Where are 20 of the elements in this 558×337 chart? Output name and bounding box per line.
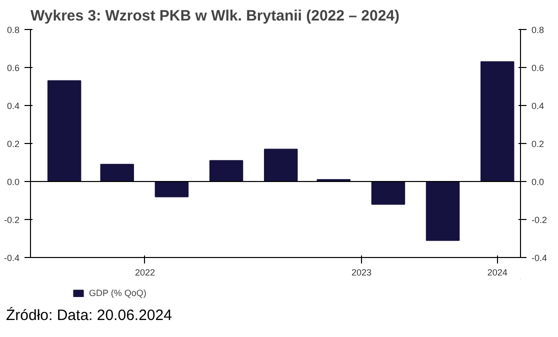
y2-tick-label: 0.0: [532, 177, 544, 187]
y-tick-label: 0.4: [6, 101, 20, 111]
y-tick-label: 0.8: [6, 25, 20, 35]
text: Źródło: Data: 20.06.2024: [6, 306, 172, 326]
y2-tick-label: 0.6: [532, 63, 544, 73]
x-tick-label: 2022: [134, 268, 156, 278]
x-tick-label: 2024: [487, 268, 508, 278]
y2-tick-label: -0.4: [532, 253, 548, 263]
legend-label: GDP (% QoQ): [89, 288, 146, 298]
y2-tick-label: -0.2: [532, 215, 548, 225]
y-tick-label: -0.4: [4, 253, 20, 263]
y-tick-label: 0.2: [6, 139, 20, 149]
chart-title: Wykres 3: Wzrost PKB w Wlk. Brytanii (2022 – 2024): [30, 8, 400, 24]
x-tick-label: 2023: [352, 268, 372, 278]
y-tick-label: 0.6: [6, 63, 20, 73]
y2-tick-label: 0.8: [532, 25, 544, 35]
y2-tick-label: 0.4: [532, 101, 544, 111]
y-tick-label: 0.0: [6, 177, 20, 187]
y-tick-label: -0.2: [4, 215, 20, 225]
y2-tick-label: 0.2: [532, 139, 544, 149]
